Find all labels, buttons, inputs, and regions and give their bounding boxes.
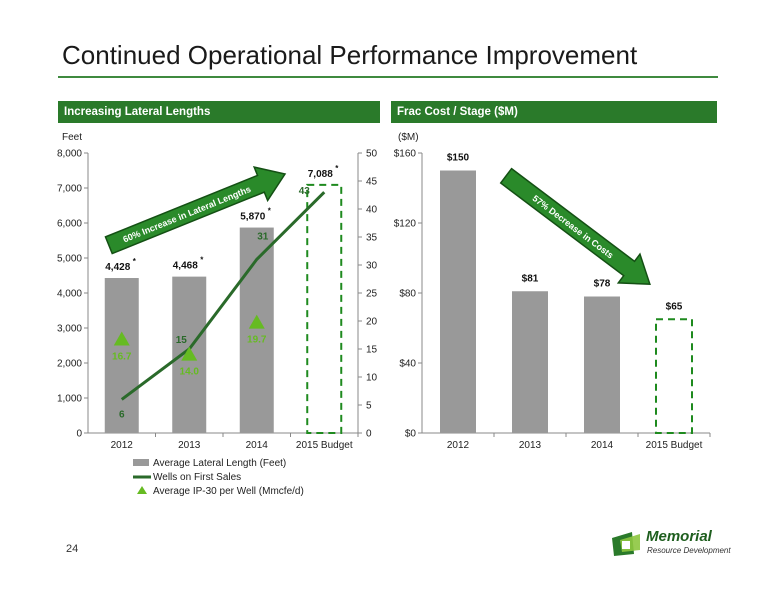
right-y-tick-label: $0 — [405, 429, 417, 440]
logo-mark-icon — [612, 532, 640, 556]
left-y-tick-label: 8,000 — [57, 149, 82, 160]
right-bar — [584, 296, 620, 433]
left-bar-value-label: 7,088 — [308, 169, 333, 180]
left-y2-tick-label: 5 — [366, 401, 372, 412]
left-budget-bar — [306, 183, 343, 434]
left-wells-label: 43 — [299, 186, 311, 197]
left-footnote-mark: * — [268, 207, 272, 216]
left-y-axis-title: Feet — [62, 132, 82, 143]
left-y-tick-label: 5,000 — [57, 254, 82, 265]
left-ip30-label: 19.7 — [247, 335, 267, 346]
left-y-tick-label: 2,000 — [57, 359, 82, 370]
logo-subtitle: Resource Development — [647, 546, 731, 555]
left-y-tick-label: 6,000 — [57, 219, 82, 230]
left-increase-arrow-shape — [104, 166, 287, 255]
left-ip30-marker — [181, 346, 198, 361]
right-decrease-arrow-shape — [499, 167, 651, 285]
left-x-tick-label: 2012 — [111, 440, 134, 451]
left-wells-label: 31 — [257, 231, 269, 242]
title-divider — [58, 76, 718, 78]
legend-bar-swatch — [133, 459, 149, 466]
left-footnote-mark: * — [133, 257, 137, 266]
left-y2-tick-label: 0 — [366, 429, 372, 440]
legend-marker-label: Average IP-30 per Well (Mmcfe/d) — [153, 486, 304, 497]
left-y-tick-label: 1,000 — [57, 394, 82, 405]
right-x-tick-label: 2015 Budget — [646, 440, 703, 451]
legend-bar-label: Average Lateral Length (Feet) — [153, 458, 286, 469]
right-bar-value-label: $65 — [666, 301, 683, 312]
left-y2-tick-label: 15 — [366, 345, 378, 356]
left-wells-label: 15 — [176, 335, 188, 346]
right-x-tick-label: 2012 — [447, 440, 470, 451]
right-x-tick-label: 2013 — [519, 440, 542, 451]
right-y-tick-label: $80 — [399, 289, 416, 300]
left-footnote-mark: * — [200, 256, 204, 265]
right-y-tick-label: $40 — [399, 359, 416, 370]
slide-title: Continued Operational Performance Improv… — [62, 40, 638, 70]
left-y2-tick-label: 35 — [366, 233, 378, 244]
left-ip30-label: 16.7 — [112, 351, 132, 362]
left-y-tick-label: 3,000 — [57, 324, 82, 335]
left-y2-tick-label: 45 — [366, 177, 378, 188]
right-budget-bar — [655, 318, 693, 434]
right-bar — [512, 291, 548, 433]
right-bar-value-label: $150 — [447, 153, 470, 164]
left-x-tick-label: 2014 — [246, 440, 269, 451]
left-ip30-label: 14.0 — [180, 367, 200, 378]
right-bar-value-label: $81 — [522, 273, 539, 284]
right-bar-value-label: $78 — [594, 279, 611, 290]
left-y2-tick-label: 10 — [366, 373, 378, 384]
left-footnote-mark: * — [335, 164, 339, 173]
right-x-tick-label: 2014 — [591, 440, 614, 451]
left-bar — [104, 278, 139, 433]
logo-name: Memorial — [646, 528, 712, 545]
left-y2-tick-label: 30 — [366, 261, 378, 272]
right-chart-header: Frac Cost / Stage ($M) — [391, 101, 717, 123]
left-ip30-marker — [113, 331, 130, 346]
right-decrease-arrow: 57% Decrease in Costs — [499, 167, 651, 285]
right-bar — [440, 170, 476, 433]
page-number: 24 — [66, 543, 79, 555]
company-logo: Memorial Resource Development — [610, 528, 731, 558]
left-bar-value-label: 4,468 — [173, 261, 198, 272]
left-y-tick-label: 4,000 — [57, 289, 82, 300]
legend-marker-swatch — [137, 486, 147, 494]
legend-line-label: Wells on First Sales — [153, 472, 241, 483]
left-wells-line — [120, 191, 326, 401]
left-wells-label: 6 — [119, 409, 125, 420]
left-chart-header: Increasing Lateral Lengths — [58, 101, 380, 123]
right-y-tick-label: $120 — [394, 219, 417, 230]
left-bar-value-label: 4,428 — [105, 262, 130, 273]
left-y-tick-label: 7,000 — [57, 184, 82, 195]
left-y2-tick-label: 20 — [366, 317, 378, 328]
left-y2-tick-label: 25 — [366, 289, 378, 300]
left-y2-tick-label: 40 — [366, 205, 378, 216]
right-y-axis-title: ($M) — [398, 132, 419, 143]
left-x-tick-label: 2013 — [178, 440, 201, 451]
left-y2-tick-label: 50 — [366, 149, 378, 160]
right-decrease-annotation: 57% Decrease in Costs — [531, 193, 616, 260]
left-bar-value-label: 5,870 — [240, 212, 265, 223]
left-ip30-marker — [248, 314, 265, 329]
left-x-tick-label: 2015 Budget — [296, 440, 353, 451]
left-increase-annotation: 60% Increase in Lateral Lengths — [122, 184, 253, 245]
right-y-tick-label: $160 — [394, 149, 417, 160]
left-y-tick-label: 0 — [76, 429, 82, 440]
